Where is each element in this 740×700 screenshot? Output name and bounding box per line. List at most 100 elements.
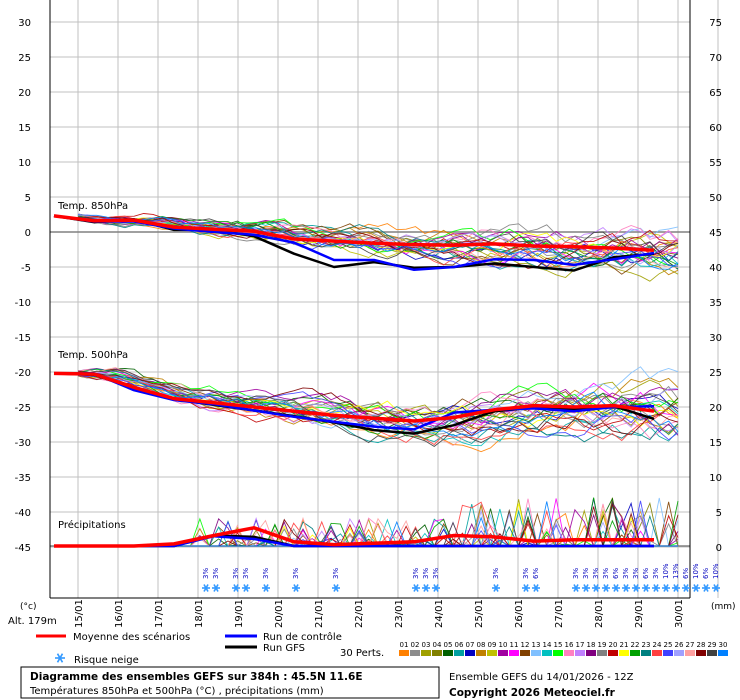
legend-control-label: Run de contrôle <box>263 631 342 643</box>
legend-mean-label: Moyenne des scénarios <box>73 631 190 643</box>
pert-number: 20 <box>609 641 618 649</box>
flake-center <box>604 586 608 590</box>
panel-label-precip: Précipitations <box>58 519 126 531</box>
snowflake-icon <box>532 584 540 592</box>
flake-center <box>294 586 298 590</box>
left-tick-label: -35 <box>15 473 31 484</box>
flake-center <box>584 586 588 590</box>
flake-center <box>494 586 498 590</box>
x-date-label: 18/01 <box>194 599 205 628</box>
flake-center <box>234 586 238 590</box>
left-tick-label: -10 <box>15 298 31 309</box>
x-date-label: 16/01 <box>114 599 125 628</box>
x-date-label: 21/01 <box>314 599 325 628</box>
pert-number: 03 <box>422 641 431 649</box>
snowflake-icon <box>612 584 620 592</box>
pert-swatch <box>509 650 519 656</box>
left-axis-ticks: 30 25 20 15 10 5 0 -5 -10 -15 -20 -25 -30 -35 -40 -45 <box>15 18 31 554</box>
right-tick-label: 5 <box>716 508 722 519</box>
pert-swatch <box>696 650 706 656</box>
snow-risk-pct: 3% <box>242 568 250 579</box>
pert-29-t850-line <box>77 216 679 260</box>
flake-center <box>614 586 618 590</box>
legend-gfs-label: Run GFS <box>263 643 305 654</box>
mean-precip-line <box>54 526 654 548</box>
snow-risk-pct: 6% <box>532 568 540 579</box>
snow-risk-pct: 3% <box>492 568 500 579</box>
snow-risk-pct: 3% <box>652 568 660 579</box>
snowflake-icon <box>212 584 220 592</box>
left-tick-label: -25 <box>15 403 31 414</box>
right-tick-label: 70 <box>709 53 722 64</box>
snow-risk-pct: 6% <box>702 568 710 579</box>
flake-center <box>684 586 688 590</box>
pert-swatch <box>432 650 442 656</box>
x-date-label: 20/01 <box>274 599 285 628</box>
x-date-label: 22/01 <box>354 599 365 628</box>
pert-30-t500-line <box>77 374 679 437</box>
pert-number: 12 <box>521 641 530 649</box>
pert-number: 08 <box>477 641 486 649</box>
snow-risk-pct: 3% <box>412 568 420 579</box>
pert-number: 15 <box>554 641 563 649</box>
pert-swatch <box>476 650 486 656</box>
left-tick-label: 10 <box>18 158 31 169</box>
left-axis-unit: (°c) <box>20 602 36 612</box>
pert-number: 25 <box>664 641 673 649</box>
pert-15-t850-line <box>77 216 679 267</box>
flake-center <box>714 586 718 590</box>
snowflake-icon <box>232 584 240 592</box>
pert-08-t500-line <box>77 368 679 427</box>
pert-swatch <box>608 650 618 656</box>
pert-number: 06 <box>455 641 464 649</box>
flake-center <box>434 586 438 590</box>
right-tick-label: 10 <box>709 473 722 484</box>
pert-number: 13 <box>532 641 541 649</box>
flake-center <box>58 656 62 660</box>
snowflake-icon <box>672 584 680 592</box>
right-axis-unit: (mm) <box>711 602 736 612</box>
snow-risk-pct: 10% <box>662 563 670 579</box>
pert-swatch <box>652 650 662 656</box>
flake-center <box>644 586 648 590</box>
pert-number: 07 <box>466 641 475 649</box>
snowflake-icon <box>262 584 270 592</box>
pert-number: 18 <box>587 641 596 649</box>
control-t500-line <box>54 372 655 431</box>
left-tick-label: 15 <box>18 123 31 134</box>
snow-risk-pct: 3% <box>212 568 220 579</box>
right-tick-label: 65 <box>709 88 722 99</box>
right-tick-label: 15 <box>709 438 722 449</box>
snowflake-icon <box>242 584 250 592</box>
snow-risk-pct: 3% <box>522 568 530 579</box>
legend-snow-label: Risque neige <box>74 655 139 666</box>
right-tick-label: 25 <box>709 368 722 379</box>
flake-center <box>664 586 668 590</box>
x-date-label: 23/01 <box>394 599 405 628</box>
snowflake-icon <box>292 584 300 592</box>
snow-risk-pct: 3% <box>622 568 630 579</box>
flake-center <box>674 586 678 590</box>
snow-risk-pct: 6% <box>642 568 650 579</box>
flake-center <box>534 586 538 590</box>
pert-28-t850-line <box>77 216 679 269</box>
flake-center <box>594 586 598 590</box>
pert-number: 10 <box>499 641 508 649</box>
panel-label-t500: Temp. 500hPa <box>57 350 128 361</box>
pert-swatch <box>619 650 629 656</box>
snowflake-icon <box>522 584 530 592</box>
pert-number: 01 <box>400 641 409 649</box>
left-tick-label: 20 <box>18 88 31 99</box>
perts-label: 30 Perts. <box>340 648 384 659</box>
pert-swatch <box>564 650 574 656</box>
mean-t500-line <box>53 371 655 423</box>
pert-number: 27 <box>686 641 695 649</box>
right-tick-label: 45 <box>709 228 722 239</box>
snow-risk-pct: 3% <box>262 568 270 579</box>
right-tick-label: 20 <box>709 403 722 414</box>
pert-30-t850-line <box>77 214 679 270</box>
pert-swatch <box>674 650 684 656</box>
snow-risk-pct: 3% <box>422 568 430 579</box>
